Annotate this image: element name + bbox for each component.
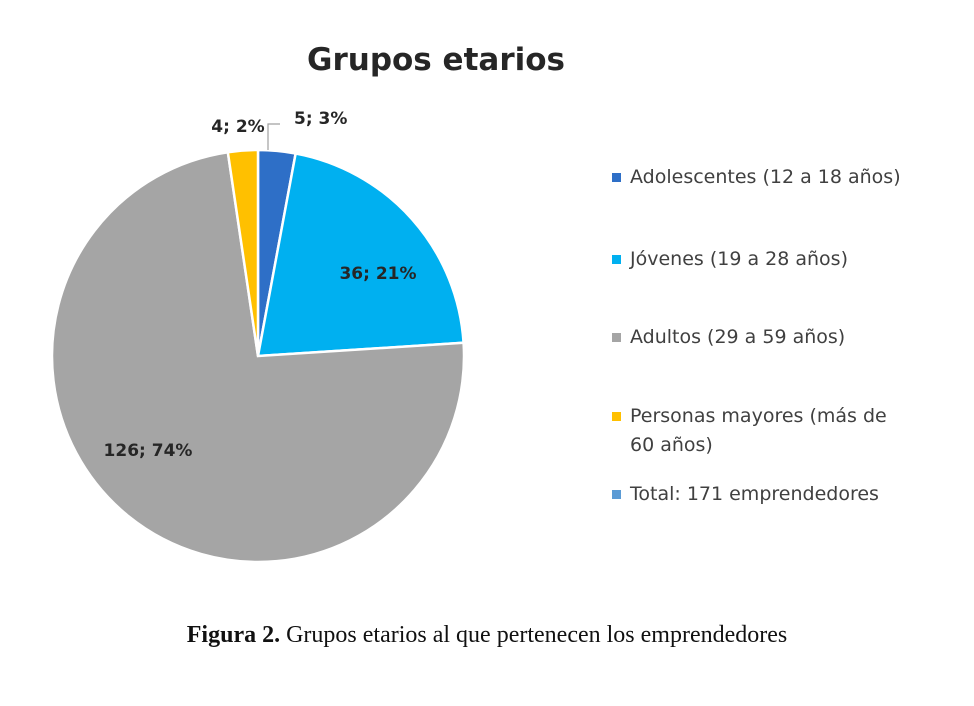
pie-slices <box>50 148 466 564</box>
data-label-personas-mayores-mas-de-60-anos: 4; 2% <box>211 117 264 137</box>
legend-marker-jovenes-19-a-28-anos <box>612 255 621 264</box>
legend-label-jovenes-19-a-28-anos: Jóvenes (19 a 28 años) <box>629 248 848 270</box>
legend-label-adultos-29-a-59-anos: Adultos (29 a 59 años) <box>630 326 845 348</box>
legend-label-personas-mayores-mas-de-60-anos: Personas mayores (más de 60 años) <box>630 405 887 456</box>
data-label-jovenes-19-a-28-anos: 36; 21% <box>339 264 416 284</box>
legend-marker-total-171-emprendedores <box>612 490 621 499</box>
legend-label-adolescentes-12-a-18-anos: Adolescentes (12 a 18 años) <box>630 166 901 188</box>
data-label-adolescentes-12-a-18-anos: 5; 3% <box>294 109 347 129</box>
legend-marker-adolescentes-12-a-18-anos <box>612 173 621 182</box>
legend-marker-personas-mayores-mas-de-60-anos <box>612 412 621 421</box>
chart-title: Grupos etarios <box>307 42 565 78</box>
figure-caption-text: Grupos etarios al que pertenecen los emp… <box>280 622 788 648</box>
figure-caption-number: Figura 2. <box>186 622 281 648</box>
legend: Adolescentes (12 a 18 años) Jóvenes (19 a… <box>612 166 901 505</box>
pie-slice-jovenes-19-a-28-anos <box>256 152 465 358</box>
pie-slice-adultos-29-a-59-anos <box>50 150 466 564</box>
legend-marker-adultos-29-a-59-anos <box>612 333 621 342</box>
slice-data-labels: 5; 3% 36; 21% 126; 74% 4; 2% <box>104 109 417 461</box>
figure-caption: Figura 2. Grupos etarios al que pertenec… <box>0 622 974 649</box>
pie-slice-personas-mayores-mas-de-60-anos <box>226 148 260 357</box>
legend-label-total-171-emprendedores: Total: 171 emprendedores <box>629 483 879 505</box>
leader-line <box>267 123 280 150</box>
data-label-adultos-29-a-59-anos: 126; 74% <box>104 441 193 461</box>
